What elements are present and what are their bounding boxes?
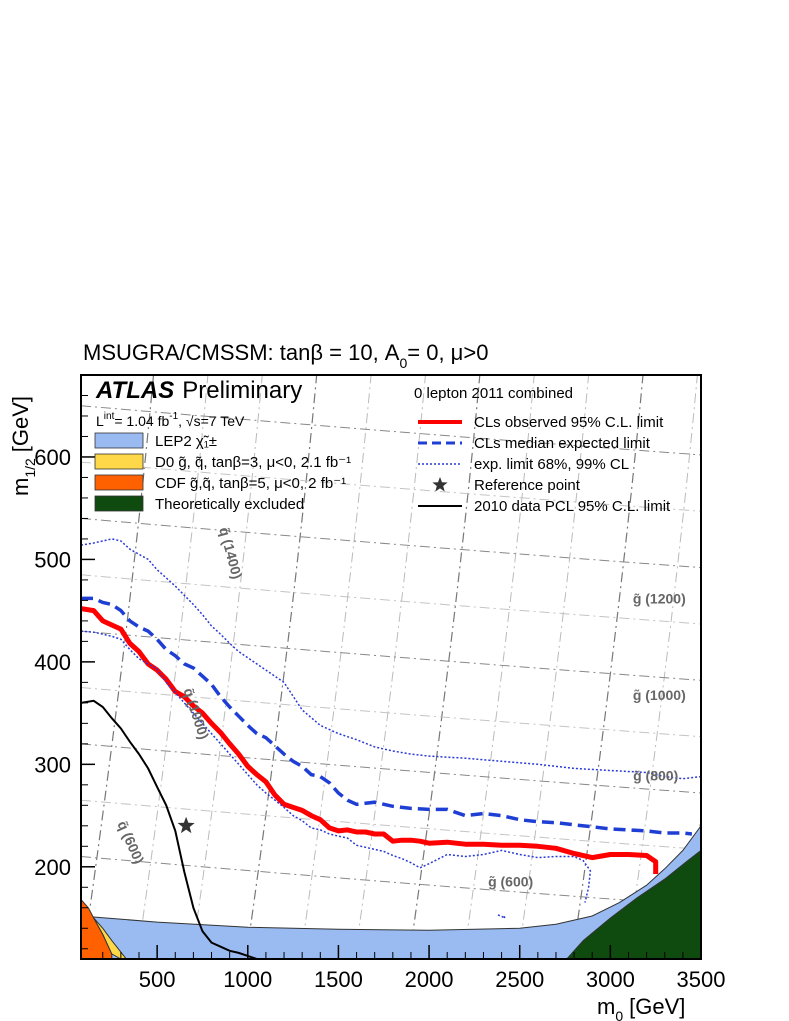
x-tick-label: 2500 xyxy=(495,967,544,992)
iso-gluino-line xyxy=(81,461,701,512)
series-band xyxy=(81,538,701,780)
series-observed xyxy=(81,606,659,874)
luminosity-label: Lint= 1.04 fb-1, √s=7 TeV xyxy=(96,411,245,429)
legend-label-star: Reference point xyxy=(474,477,581,494)
iso-gluino-line xyxy=(81,405,701,456)
experiment-label: ATLAS Preliminary xyxy=(95,377,302,404)
iso-gluino-line xyxy=(81,799,701,850)
left-legend: LEP2 χ̃₁± D0 g̃, q̃, tanβ=3, μ<0, 2.1 fb⁻… xyxy=(94,432,351,513)
legend-swatch-cdf xyxy=(94,474,144,491)
iso-mass-label: g̃ (800) xyxy=(633,768,678,784)
iso-mass-label: g̃ (1200) xyxy=(633,590,686,606)
x-tick-label: 3500 xyxy=(677,967,726,992)
x-tick-label: 1000 xyxy=(223,967,272,992)
right-legend: CLs observed 95% C.L. limit CLs median ex… xyxy=(418,414,671,515)
legend-swatch-lep2 xyxy=(94,432,144,449)
iso-mass-label: g̃ (600) xyxy=(488,873,533,889)
y-tick-label: 500 xyxy=(34,547,71,572)
x-tick-label: 3000 xyxy=(586,967,635,992)
y-tick-label: 300 xyxy=(34,752,71,777)
iso-squark-line xyxy=(245,375,318,959)
x-tick-label: 2000 xyxy=(405,967,454,992)
iso-squark-line xyxy=(354,375,426,959)
y-tick-label: 200 xyxy=(34,855,71,880)
y-axis-title: m1/2[GeV] xyxy=(8,396,38,496)
iso-mass-label: q̃ (1000) xyxy=(181,686,213,741)
legend-label-theory: Theoretically excluded xyxy=(155,496,304,513)
iso-squark-line xyxy=(626,375,698,959)
iso-gluino-line xyxy=(81,630,701,681)
legend-swatch-theory xyxy=(94,495,144,512)
legend-label-band: exp. limit 68%, 99% CL xyxy=(474,456,629,473)
iso-mass-label: q̃ (600) xyxy=(114,818,147,866)
legend-label-cdf: CDF g̃,q̃, tanβ=5, μ<0, 2 fb⁻¹ xyxy=(155,475,346,492)
legend-label-d0: D0 g̃, q̃, tanβ=3, μ<0, 2.1 fb⁻¹ xyxy=(155,454,351,471)
y-tick-label: 400 xyxy=(34,650,71,675)
x-tick-label: 500 xyxy=(139,967,176,992)
iso-gluino-line xyxy=(81,856,701,907)
legend-swatch-d0 xyxy=(94,453,144,470)
reference-point-star xyxy=(177,816,195,834)
iso-squark-line xyxy=(463,375,535,959)
iso-squark-line xyxy=(517,375,590,959)
legend-label-observed: CLs observed 95% C.L. limit xyxy=(474,414,664,431)
iso-gluino-line xyxy=(81,517,701,569)
iso-squark-line xyxy=(191,375,263,959)
y-tick-label: 600 xyxy=(34,445,71,470)
legend-label-pcl2010: 2010 data PCL 95% C.L. limit xyxy=(474,498,671,515)
iso-squark-line xyxy=(136,375,209,959)
series-pcl2010 xyxy=(81,699,258,959)
legend-label-expected: CLs median expected limit xyxy=(474,435,651,452)
series-expected xyxy=(81,596,693,836)
iso-squark-line xyxy=(408,375,481,959)
region-lep2 xyxy=(81,824,701,959)
iso-mass-label: g̃ (1000) xyxy=(633,687,686,703)
iso-squark-line xyxy=(299,375,372,959)
iso-squark-line xyxy=(571,375,644,959)
chart-title: MSUGRA/CMSSM: tanβ = 10, A0= 0, μ>0 xyxy=(83,340,488,371)
region-theory xyxy=(566,849,701,959)
legend-label-lep2: LEP2 χ̃₁± xyxy=(155,433,217,450)
region-d0 xyxy=(93,917,127,959)
analysis-label: 0 lepton 2011 combined xyxy=(414,385,573,402)
plot-frame xyxy=(80,374,702,960)
legend-star xyxy=(432,477,448,492)
iso-squark-line xyxy=(82,375,155,959)
x-axis-title: m0 [GeV] xyxy=(597,994,685,1021)
iso-gluino-line xyxy=(81,574,701,625)
iso-gluino-line xyxy=(81,743,701,794)
x-tick-label: 1500 xyxy=(314,967,363,992)
iso-mass-label: q̃ (1400) xyxy=(216,525,245,580)
series-band-island xyxy=(497,914,506,919)
series-band xyxy=(81,630,592,903)
iso-mass-grid xyxy=(81,375,701,959)
iso-gluino-line xyxy=(81,686,701,738)
